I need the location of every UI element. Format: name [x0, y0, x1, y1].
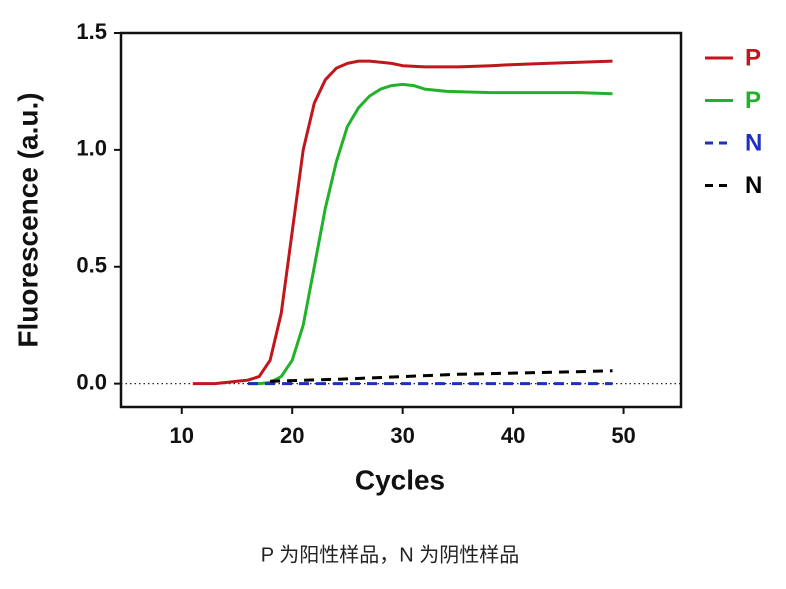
x-tick-label: 40: [501, 423, 525, 448]
y-tick-label: 1.5: [76, 19, 107, 44]
y-tick-label: 0.0: [76, 369, 107, 394]
x-tick-label: 10: [170, 423, 194, 448]
legend-label: P: [745, 44, 761, 71]
legend-label: N: [745, 129, 762, 156]
series-line: [248, 82, 613, 386]
y-axis-title: Fluorescence (a.u.): [12, 92, 43, 347]
caption: P 为阳性样品，N 为阴性样品: [261, 543, 520, 566]
series-line: [270, 369, 613, 383]
plot-frame: [119, 31, 683, 409]
x-tick-label: 30: [390, 423, 414, 448]
y-tick-label: 1.0: [76, 136, 107, 161]
series-line: [192, 59, 613, 386]
x-tick-label: 50: [611, 423, 635, 448]
x-axis-title: Cycles: [355, 464, 445, 495]
y-tick-label: 0.5: [76, 253, 107, 278]
legend-label: P: [745, 87, 761, 114]
legend-label: N: [745, 172, 762, 199]
x-tick-label: 20: [280, 423, 304, 448]
